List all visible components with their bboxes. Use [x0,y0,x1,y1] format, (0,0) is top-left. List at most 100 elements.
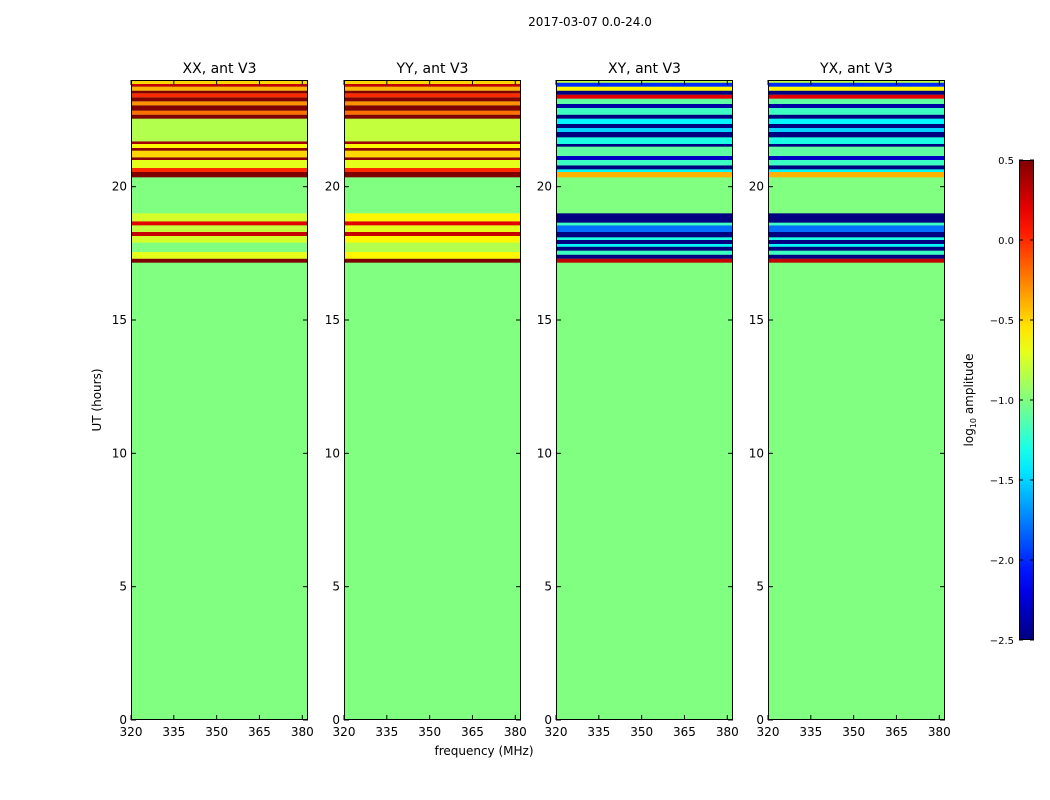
y-tick-label: 20 [749,180,764,194]
heatmap-band [131,80,308,84]
heatmap-band [556,240,733,244]
panel-title: YX, ant V3 [819,61,893,77]
heatmap-band [131,86,308,91]
x-tick-label: 320 [120,725,143,739]
heatmap-band [131,141,308,144]
heatmap-band [768,222,945,226]
heatmap-band [344,141,521,144]
heatmap-band [556,86,733,91]
heatmap-band [556,82,733,87]
heatmap-band [131,157,308,160]
x-tick-label: 380 [716,725,739,739]
heatmap-band [344,105,521,111]
heatmap-band [556,98,733,104]
y-tick-label: 15 [112,313,127,327]
heatmap-band [131,84,308,87]
heatmap-band [131,90,308,94]
x-tick-label: 335 [162,725,185,739]
y-tick-label: 20 [112,180,127,194]
heatmap-band [768,250,945,255]
heatmap-band [768,165,945,170]
x-tick-label: 365 [461,725,484,739]
heatmap-band [768,160,945,166]
x-tick-label: 335 [375,725,398,739]
heatmap-band [344,110,521,115]
heatmap-band [768,169,945,172]
heatmap-band [768,86,945,91]
heatmap-band [344,93,521,98]
heatmap-band [344,242,521,252]
heatmap-band [768,128,945,132]
heatmap-band [131,168,308,172]
panel-title: XY, ant V3 [608,61,681,77]
heatmap-band [344,144,521,148]
heatmap-band [768,146,945,156]
y-tick-label: 15 [325,313,340,327]
heatmap-band [131,144,308,148]
panel-3: YX, ant V3 320 335 350 365 380 0 5 10 15 20 [749,61,951,739]
x-tick-label: 320 [757,725,780,739]
x-tick-label: 335 [587,725,610,739]
colorbar-tick-label: −2.0 [990,556,1014,567]
y-axis-label: UT (hours) [90,368,104,431]
heatmap-band [556,237,733,240]
heatmap-band [556,169,733,172]
colorbar-label-main: log [962,428,976,446]
heatmap-band [556,156,733,160]
heatmap-band [556,225,733,232]
heatmap-band [344,160,521,168]
y-tick-label: 10 [537,446,552,460]
heatmap-band [556,137,733,144]
heatmap-band [768,98,945,104]
y-tick-label: 5 [119,580,127,594]
heatmap-band [768,104,945,108]
heatmap-band [556,213,733,223]
y-tick-label: 5 [544,580,552,594]
heatmap-band [768,137,945,144]
panel-title: XX, ant V3 [183,61,257,77]
heatmap-band [556,172,733,178]
heatmap-band [344,90,521,94]
heatmap-band [556,94,733,99]
colorbar-tick-label: −2.5 [990,636,1014,647]
colorbar-tick-label: −1.5 [990,476,1014,487]
heatmap-band [768,237,945,240]
heatmap-band [768,258,945,263]
colorbar: 0.5 0.0 −0.5 −1.0 −1.5 −2.0 −2.5 log10 amplitud… [962,156,1034,647]
heatmap-band [344,168,521,172]
heatmap-band [556,246,733,251]
y-tick-label: 15 [749,313,764,327]
x-tick-label: 350 [205,725,228,739]
heatmap-band [344,221,521,226]
heatmap-band [768,254,945,259]
heatmap-band [768,82,945,87]
heatmap-band [556,124,733,128]
heatmap-band [556,232,733,238]
colorbar-tick-label: 0.5 [998,156,1014,167]
heatmap-band [344,172,521,178]
heatmap-band [131,160,308,168]
y-tick-label: 20 [537,180,552,194]
panel-1: YY, ant V3 320 335 350 365 380 0 5 10 15 20 [325,61,527,739]
heatmap-band [768,132,945,138]
heatmap-band [131,118,308,142]
panel-background [344,80,521,720]
heatmap-band [768,114,945,119]
x-tick-label: 320 [333,725,356,739]
heatmap-band [344,252,521,259]
y-tick-label: 0 [119,713,127,727]
heatmap-band [768,246,945,251]
heatmap-band [556,118,733,124]
heatmap-band [556,114,733,119]
heatmap-band [556,90,733,95]
x-tick-label: 380 [291,725,314,739]
heatmap-band [768,225,945,232]
y-tick-label: 5 [332,580,340,594]
heatmap-band [344,157,521,160]
panel-frame [344,80,521,720]
x-tick-label: 365 [248,725,271,739]
y-tick-label: 10 [749,446,764,460]
y-tick-label: 0 [756,713,764,727]
